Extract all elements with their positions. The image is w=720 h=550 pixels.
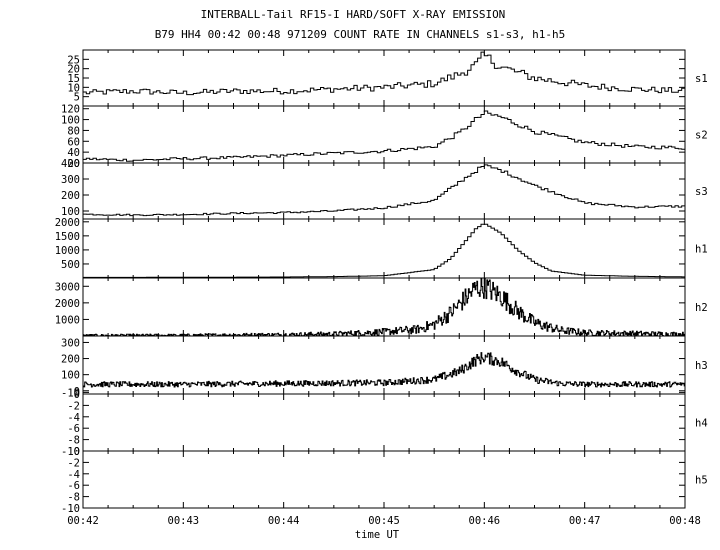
y-tick-label: -2: [67, 400, 80, 412]
y-tick-label: 1000: [55, 245, 80, 257]
series-line-h2: [83, 277, 685, 337]
y-tick-label: -10: [61, 387, 80, 399]
series-label-s2: s2: [695, 130, 708, 142]
series-label-h4: h4: [695, 418, 708, 430]
time-axis: 00:42 00:43 00:44 00:45 00:46 00:47 00:48: [67, 515, 701, 527]
panel-frame-h5: [82, 450, 686, 509]
series-label-s1: s1: [695, 73, 708, 85]
y-tick-label: 100: [61, 206, 80, 218]
y-tick-label: -4: [67, 469, 80, 481]
y-tick-label: -6: [67, 423, 80, 435]
x-tick-label: 00:47: [569, 515, 601, 527]
series-line-s2: [83, 110, 685, 162]
panel-frame-s1: [82, 49, 686, 107]
panel-s3: 100 200 300 400 s3: [61, 158, 708, 220]
series-label-h2: h2: [695, 302, 708, 314]
y-tick-label: 120: [61, 104, 80, 116]
y-tick-label: 100: [61, 370, 80, 382]
y-tick-label: 1000: [55, 314, 80, 326]
y-tick-label: 300: [61, 174, 80, 186]
y-tick-label: 20: [67, 64, 80, 76]
panels-group: 510152025s120406080100120s2100200300400s…: [55, 49, 708, 515]
series-line-h1: [83, 223, 685, 278]
series-line-s1: [83, 51, 685, 96]
panel-frame-s2: [82, 105, 686, 164]
series-label-h1: h1: [695, 244, 708, 256]
y-tick-label: 2000: [55, 217, 80, 229]
series-line-s3: [83, 164, 685, 217]
series-line-h3: [83, 352, 685, 388]
series-label-s3: s3: [695, 186, 708, 198]
y-tick-label: -10: [61, 446, 80, 458]
panel-frame-h1: [82, 218, 686, 279]
y-tick-label: -6: [67, 480, 80, 492]
panel-h1: 500 1000 1500 2000 h1: [55, 217, 708, 279]
x-tick-label: 00:43: [168, 515, 200, 527]
y-tick-label: 300: [61, 337, 80, 349]
x-tick-label: 00:48: [669, 515, 701, 527]
y-tick-label: -8: [67, 492, 80, 504]
y-tick-label: 400: [61, 158, 80, 170]
y-tick-label: 0: [74, 389, 80, 401]
y-tick-label: 10: [67, 82, 80, 94]
y-tick-label: 100: [61, 115, 80, 127]
y-tick-label: 3000: [55, 281, 80, 293]
y-tick-label: 500: [61, 259, 80, 271]
y-tick-label: 0: [74, 446, 80, 458]
x-tick-label: 00:42: [67, 515, 99, 527]
panel-h2: 1000 2000 3000 h2: [55, 277, 708, 337]
y-tick-label: 25: [67, 54, 80, 66]
y-tick-label: 5: [74, 92, 80, 104]
panel-frame-h4: [82, 393, 686, 452]
y-tick-label: 2000: [55, 298, 80, 310]
x-tick-label: 00:46: [469, 515, 501, 527]
y-tick-label: 15: [67, 73, 80, 85]
chart-title: INTERBALL-Tail RF15-I HARD/SOFT X-RAY EM…: [201, 8, 506, 21]
chart-subtitle: B79 HH4 00:42 00:48 971209 COUNT RATE IN…: [155, 28, 566, 41]
x-axis-label: time UT: [355, 529, 400, 541]
y-tick-label: 40: [67, 147, 80, 159]
y-tick-label: 60: [67, 136, 80, 148]
y-tick-label: -4: [67, 412, 80, 424]
series-label-h5: h5: [695, 475, 708, 487]
panel-frame-h2: [82, 277, 686, 337]
y-tick-label: 0: [74, 386, 80, 398]
y-tick-label: -2: [67, 457, 80, 469]
y-tick-label: 200: [61, 190, 80, 202]
y-tick-label: 200: [61, 354, 80, 366]
x-tick-label: 00:44: [268, 515, 300, 527]
y-tick-label: -8: [67, 435, 80, 447]
panel-frame-s3: [82, 162, 686, 220]
y-tick-label: 80: [67, 125, 80, 137]
x-tick-label: 00:45: [368, 515, 400, 527]
y-tick-label: 1500: [55, 231, 80, 243]
y-tick-label: 20: [67, 158, 80, 170]
series-label-h3: h3: [695, 360, 708, 372]
panel-h3: -100 100 200 300 h3: [61, 335, 708, 399]
y-tick-label: -10: [61, 503, 80, 515]
